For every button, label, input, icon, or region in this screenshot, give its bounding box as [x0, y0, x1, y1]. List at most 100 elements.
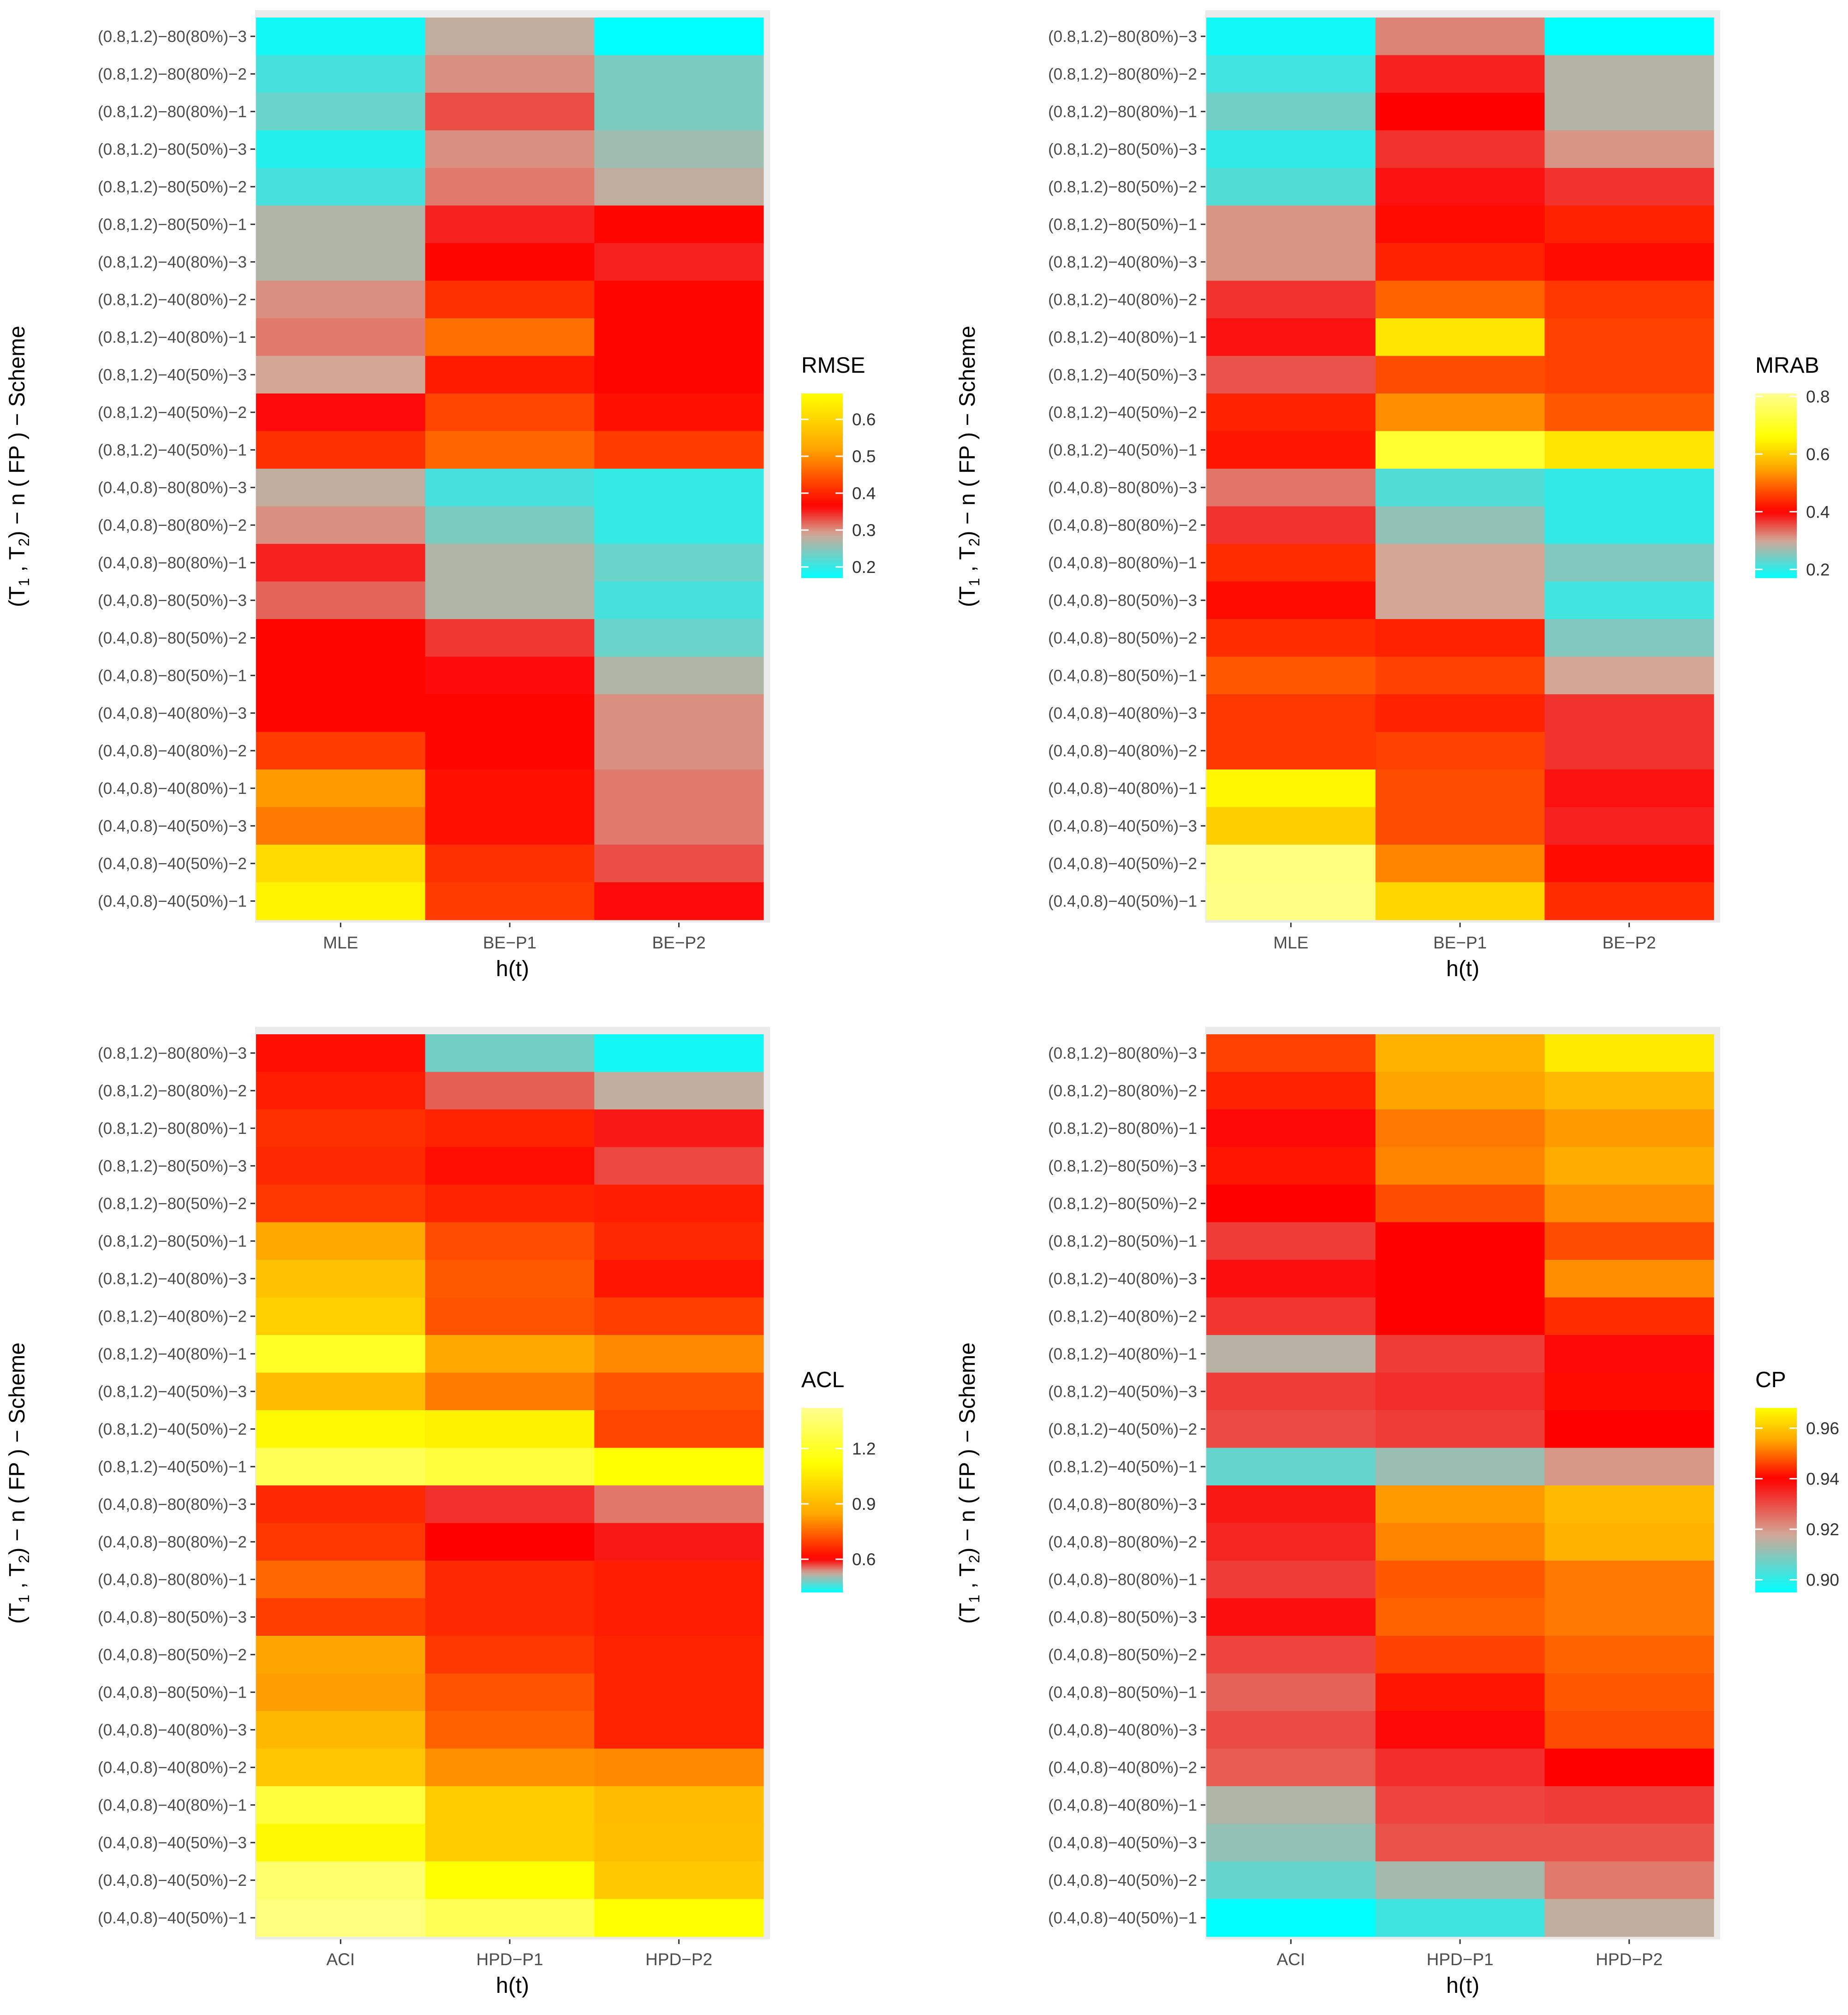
heatmap-cell: [594, 1824, 764, 1862]
colorbar-tick-label: 0.2: [852, 558, 876, 577]
y-tick-label: (0.8,1.2)−80(80%)−2: [98, 1082, 247, 1100]
heatmap-cell: [256, 1222, 426, 1260]
y-tick-label: (0.8,1.2)−80(50%)−1: [1048, 215, 1197, 233]
y-tick-label: (0.8,1.2)−40(50%)−3: [1048, 1383, 1197, 1401]
heatmap-cell: [1375, 1561, 1545, 1599]
y-axis-title-part: ,: [955, 560, 980, 578]
heatmap-cell: [425, 1523, 595, 1561]
heatmap-cell: [1375, 130, 1545, 168]
heatmap-cell: [1544, 280, 1714, 319]
y-axis-title-part: T: [5, 586, 30, 600]
heatmap-cell: [1544, 130, 1714, 168]
y-tick-label: (0.4,0.8)−40(50%)−3: [98, 1834, 247, 1852]
y-tick-label: (0.8,1.2)−80(50%)−1: [98, 1232, 247, 1250]
heatmap-cell: [1544, 1824, 1714, 1862]
colorbar-tick-label: 0.96: [1806, 1419, 1839, 1438]
heatmap-cell: [256, 581, 426, 620]
heatmap-cell: [425, 205, 595, 244]
heatmap-cell: [425, 469, 595, 507]
y-tick-label: (0.4,0.8)−40(80%)−3: [1048, 704, 1197, 722]
heatmap-cell: [1544, 18, 1714, 56]
heatmap-cell: [256, 431, 426, 469]
y-axis-title-part: 1: [966, 1595, 983, 1603]
heatmap-cell: [425, 130, 595, 168]
colorbar-tick-label: 0.8: [1806, 387, 1830, 406]
y-axis-title-part: (: [955, 1616, 980, 1624]
heatmap-cell: [1206, 1748, 1376, 1787]
heatmap-cell: [594, 1673, 764, 1711]
heatmap-cell: [425, 93, 595, 131]
y-tick-label: (0.4,0.8)−80(80%)−1: [98, 1571, 247, 1589]
heatmap-cell: [594, 1711, 764, 1749]
y-axis-title-part: ) − n ( FP ) − Scheme: [955, 1342, 980, 1555]
heatmap-cell: [1375, 1598, 1545, 1636]
legend-title: ACL: [801, 1368, 844, 1392]
heatmap-cell: [425, 1786, 595, 1824]
heatmap-cell: [1206, 1786, 1376, 1824]
y-tick-label: (0.8,1.2)−40(80%)−2: [98, 291, 247, 309]
y-axis-title-part: (: [5, 600, 30, 607]
y-tick-label: (0.4,0.8)−80(50%)−2: [1048, 1646, 1197, 1664]
y-axis-title-part: T: [955, 586, 980, 600]
y-tick-label: (0.8,1.2)−40(50%)−1: [98, 441, 247, 459]
heatmap-panel-4: (0.8,1.2)−80(80%)−3 (0.8,1.2)−80(80%)−2 (0…: [955, 1027, 1839, 1998]
heatmap-cell: [425, 1673, 595, 1711]
colorbar-tick-label: 0.6: [1806, 445, 1830, 464]
heatmap-cell: [1375, 18, 1545, 56]
heatmap-cell: [1544, 807, 1714, 845]
y-tick-label: (0.4,0.8)−40(50%)−1: [98, 892, 247, 910]
y-tick-label: (0.4,0.8)−80(50%)−2: [98, 1646, 247, 1664]
heatmap-cell: [594, 656, 764, 695]
heatmap-cell: [1206, 1523, 1376, 1561]
heatmap-cell: [256, 1372, 426, 1411]
y-tick-label: (0.4,0.8)−40(80%)−2: [1048, 742, 1197, 760]
heatmap-cell: [594, 845, 764, 883]
heatmap-cell: [425, 1824, 595, 1862]
heatmap-cell: [594, 1335, 764, 1373]
heatmap-cell: [256, 1448, 426, 1486]
x-tick-label: MLE: [1273, 933, 1308, 952]
heatmap-cell: [1206, 1861, 1376, 1900]
y-tick-label: (0.8,1.2)−80(80%)−1: [98, 1120, 247, 1138]
heatmap-cell: [256, 55, 426, 93]
heatmap-cell: [1544, 1636, 1714, 1674]
y-tick-label: (0.8,1.2)−40(50%)−3: [1048, 366, 1197, 384]
heatmap-cell: [1206, 1147, 1376, 1185]
y-tick-label: (0.8,1.2)−80(50%)−2: [98, 1195, 247, 1213]
heatmap-cell: [1544, 1410, 1714, 1449]
colorbar-tick-label: 0.9: [852, 1495, 876, 1514]
heatmap-cell: [1544, 1072, 1714, 1110]
y-tick-label: (0.8,1.2)−80(80%)−2: [1048, 1082, 1197, 1100]
y-axis-title-part: T: [955, 546, 980, 560]
heatmap-cell: [594, 1109, 764, 1148]
y-tick-label: (0.4,0.8)−80(80%)−2: [1048, 516, 1197, 534]
y-tick-label: (0.8,1.2)−40(80%)−1: [1048, 328, 1197, 346]
heatmap-cell: [425, 243, 595, 281]
heatmap-cell: [425, 1748, 595, 1787]
heatmap-cell: [1544, 1899, 1714, 1937]
heatmap-cell: [1375, 1222, 1545, 1260]
heatmap-cell: [594, 1899, 764, 1937]
heatmap-panel-2: (0.8,1.2)−80(80%)−3 (0.8,1.2)−80(80%)−2 (0…: [955, 10, 1830, 981]
heatmap-cell: [425, 882, 595, 920]
heatmap-cell: [256, 469, 426, 507]
heatmap-cell: [1544, 1147, 1714, 1185]
heatmap-cell: [594, 393, 764, 432]
heatmap-cell: [256, 130, 426, 168]
heatmap-cell: [1544, 1185, 1714, 1223]
y-tick-label: (0.4,0.8)−80(50%)−3: [98, 1608, 247, 1626]
heatmap-cell: [594, 807, 764, 845]
y-tick-label: (0.4,0.8)−40(80%)−1: [1048, 780, 1197, 798]
x-tick-label: ACI: [326, 1950, 355, 1969]
heatmap-cell: [256, 18, 426, 56]
heatmap-cell: [1206, 431, 1376, 469]
heatmap-cell: [425, 1861, 595, 1900]
heatmap-cell: [1544, 318, 1714, 357]
heatmap-cell: [1375, 55, 1545, 93]
heatmap-cell: [256, 1523, 426, 1561]
heatmap-cell: [256, 1748, 426, 1787]
heatmap-cell: [1375, 1636, 1545, 1674]
heatmap-cell: [1544, 1523, 1714, 1561]
heatmap-cell: [1206, 1561, 1376, 1599]
